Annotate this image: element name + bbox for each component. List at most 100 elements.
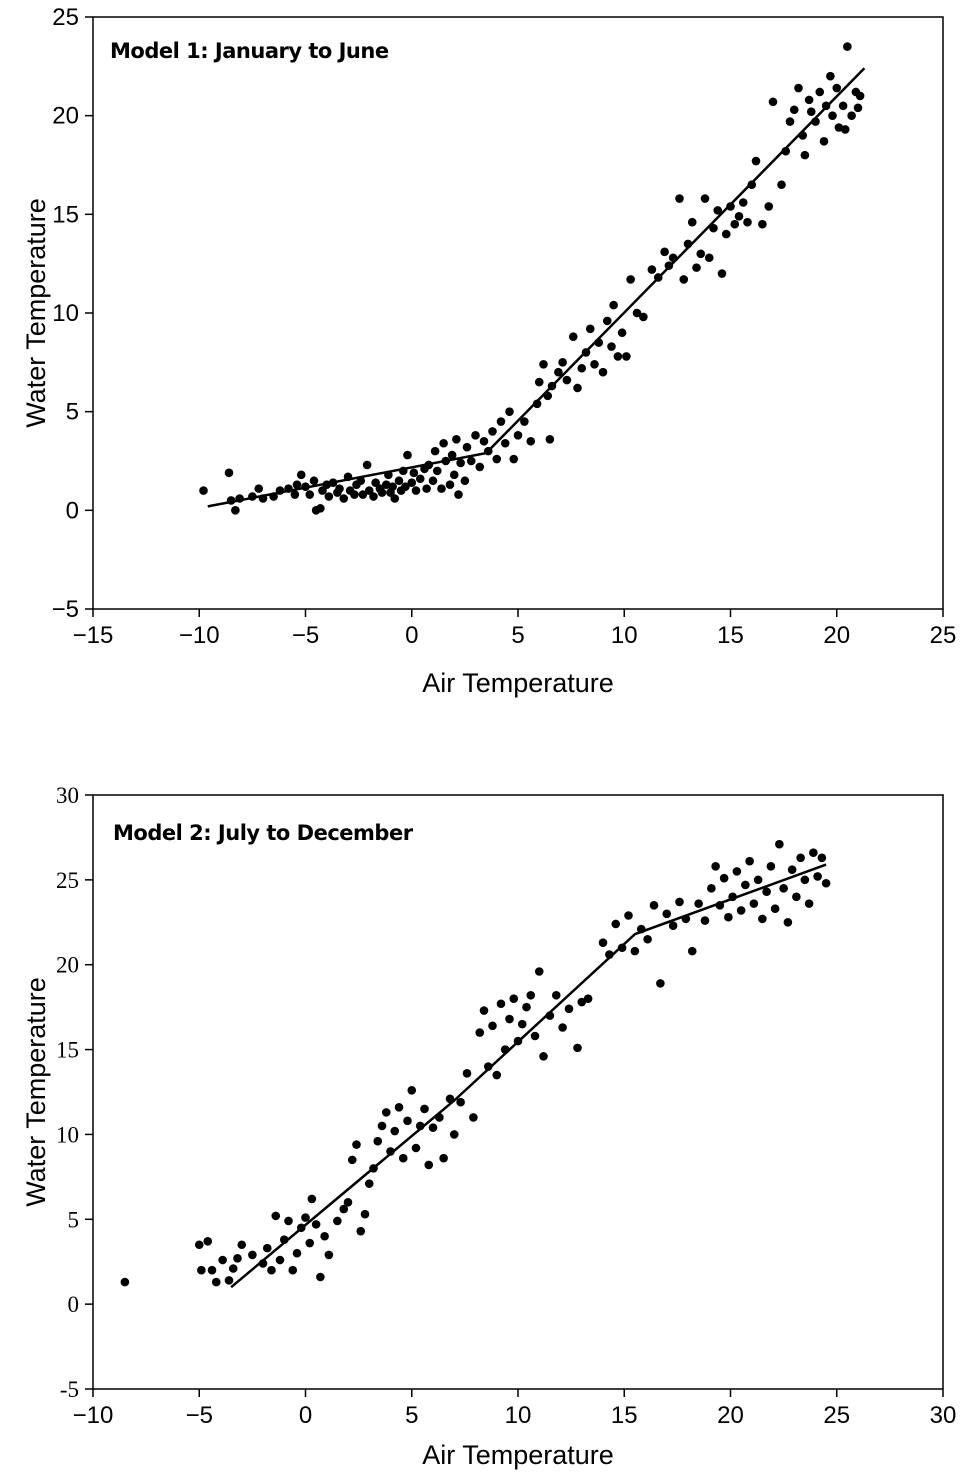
data-point [590, 360, 599, 369]
data-point [430, 446, 440, 456]
data-point [452, 434, 461, 444]
data-point [377, 1121, 387, 1131]
data-point [439, 438, 448, 448]
data-point [768, 97, 778, 107]
data-point [539, 1052, 548, 1061]
data-point [828, 111, 837, 120]
data-point [800, 875, 810, 885]
data-point [762, 887, 771, 897]
x-tick-label: 5 [511, 622, 524, 649]
data-point [509, 994, 519, 1003]
fit-line [207, 67, 866, 508]
x-tick-label: 30 [930, 1402, 957, 1429]
data-point [475, 462, 485, 472]
data-point [500, 438, 510, 448]
data-point [660, 247, 669, 257]
data-point [197, 1265, 206, 1275]
data-point [607, 342, 616, 351]
data-point [573, 383, 582, 393]
y-tick-label: 15 [52, 201, 79, 228]
data-point [390, 494, 400, 503]
data-point [821, 878, 831, 888]
data-point [534, 967, 544, 976]
data-point [120, 1277, 130, 1287]
data-point [775, 839, 784, 849]
data-point [224, 1276, 234, 1285]
data-point [794, 83, 803, 93]
data-point [248, 1250, 257, 1260]
data-point [675, 194, 684, 203]
data-point [777, 180, 786, 190]
data-point [832, 83, 842, 93]
data-point [687, 946, 697, 956]
y-tick-label: 25 [52, 4, 79, 31]
x-tick-label: 15 [717, 622, 744, 649]
data-point [647, 265, 657, 274]
y-tick-label: -5 [60, 1377, 79, 1402]
data-point [218, 1255, 227, 1265]
data-point [305, 490, 315, 499]
data-point [371, 478, 380, 488]
data-point [292, 1248, 302, 1258]
data-point [745, 856, 754, 866]
data-point [369, 492, 378, 501]
data-point [309, 476, 319, 486]
data-point [301, 1213, 310, 1222]
plot-frame [92, 16, 944, 610]
data-point [479, 1006, 489, 1015]
data-point [362, 460, 372, 470]
data-point [532, 399, 542, 409]
data-point [517, 1019, 527, 1029]
x-tick-label: 10 [505, 1402, 532, 1429]
data-point [318, 486, 327, 495]
data-point [747, 180, 757, 190]
data-point [558, 358, 567, 367]
data-point [558, 1023, 567, 1032]
data-point [520, 417, 529, 426]
data-point [445, 480, 455, 489]
data-point [233, 1254, 242, 1263]
data-point [800, 150, 810, 160]
panel-title: Model 2: July to December [113, 821, 414, 845]
data-point [237, 1240, 247, 1250]
data-point [554, 367, 563, 377]
data-point [352, 1140, 361, 1149]
data-point [231, 506, 240, 515]
y-tick-label: 20 [56, 953, 79, 978]
data-point [643, 934, 652, 944]
data-point [732, 867, 742, 876]
data-point [656, 979, 665, 988]
data-point [288, 1265, 298, 1275]
x-axis-label: Air Temperature [422, 1440, 614, 1470]
data-point [324, 1250, 334, 1260]
data-point [492, 454, 502, 464]
data-point [813, 872, 822, 881]
data-point [275, 1255, 285, 1265]
data-point [806, 107, 816, 117]
data-point [804, 95, 814, 105]
data-point [296, 470, 306, 480]
data-point [758, 219, 767, 229]
data-point [843, 42, 852, 51]
data-point [770, 904, 780, 914]
y-tick-label: 5 [66, 399, 79, 426]
data-point [496, 417, 506, 426]
chart-panel-1: Model 1: January to June Air Temperature… [21, 4, 956, 698]
data-point [711, 861, 720, 871]
y-tick-label: 0 [66, 497, 79, 524]
data-point [194, 1240, 204, 1250]
data-point [479, 436, 489, 446]
data-point [709, 223, 718, 233]
data-point [707, 884, 716, 893]
data-point [449, 1130, 459, 1139]
data-point [738, 198, 748, 207]
data-point [364, 486, 374, 495]
data-point [407, 478, 417, 488]
panel-title: Model 1: January to June [110, 39, 389, 63]
data-point [207, 1265, 217, 1275]
data-point [545, 434, 555, 444]
x-tick-label: 0 [299, 1402, 312, 1429]
data-point [766, 861, 776, 871]
data-point [617, 328, 627, 338]
data-point [199, 486, 208, 495]
